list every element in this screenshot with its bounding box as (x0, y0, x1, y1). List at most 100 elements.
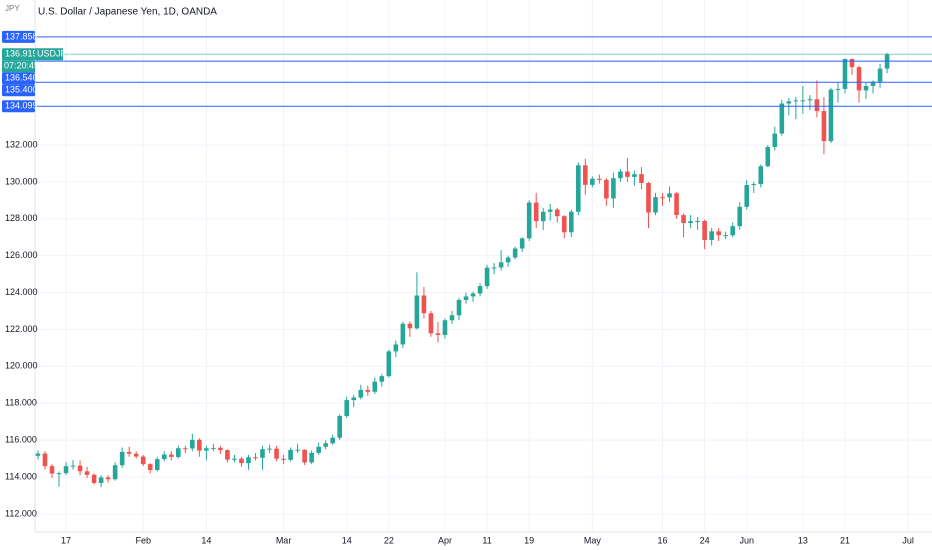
candle-body (786, 101, 792, 104)
candle-body (751, 184, 757, 186)
countdown-box (2, 60, 35, 73)
candle-body (597, 178, 602, 180)
candle-body (351, 397, 357, 401)
y-tick-label: 118.000 (5, 398, 37, 408)
candle-body (63, 466, 69, 474)
candle-body (84, 471, 90, 475)
x-tick-label: 13 (798, 535, 808, 545)
candle-body (702, 220, 707, 240)
x-tick-label: Feb (135, 535, 151, 545)
candle-body (372, 381, 378, 392)
candle-body (126, 451, 132, 454)
candle-body (730, 226, 735, 236)
candle-body (674, 193, 679, 216)
candle-body (288, 449, 293, 460)
candle-body (660, 197, 665, 199)
y-tick-label: 132.000 (5, 139, 38, 149)
candle-body (154, 459, 160, 471)
candle-body (295, 449, 300, 451)
candle-body (140, 456, 146, 465)
candle-body (765, 147, 771, 167)
candle-body (379, 376, 385, 382)
candle-body (849, 59, 855, 68)
x-tick-label: Jul (902, 535, 914, 545)
candle-body (758, 166, 764, 185)
candle-body (112, 465, 118, 480)
candle-body (568, 211, 574, 233)
y-tick-label: 126.000 (5, 250, 38, 260)
candle-body (309, 452, 314, 463)
candle-body (133, 453, 139, 457)
x-tick-label: 16 (658, 535, 668, 545)
price-label-box (2, 84, 35, 97)
candle-body (772, 133, 778, 148)
candle-body (337, 415, 343, 438)
candle-body (302, 449, 307, 463)
candle-body (232, 458, 237, 460)
x-tick-label: 22 (384, 535, 394, 545)
candle-body (260, 449, 265, 458)
candle-body (386, 351, 392, 377)
y-tick-label: 122.000 (5, 324, 38, 334)
price-labels: 137.858 136.919 07:20:49 USDJPY 136.546 135.4… (2, 30, 73, 113)
price-label-box (2, 30, 35, 43)
candle-body (526, 202, 532, 239)
symbol-box (35, 48, 63, 61)
candle-body (793, 100, 799, 102)
candle-body (639, 174, 644, 183)
candle-body (512, 248, 518, 258)
candle-body (225, 450, 230, 460)
candle-body (463, 296, 469, 300)
candle-body (49, 466, 55, 474)
x-tick-label: Mar (276, 535, 292, 545)
y-tick-label: 112.000 (5, 508, 37, 518)
candle-body (239, 458, 244, 464)
price-lines (35, 36, 932, 107)
candle-body (519, 238, 525, 249)
price-label: 137.858 (5, 31, 38, 41)
candle-body (204, 448, 209, 451)
candle-body (428, 313, 434, 334)
candle-body (414, 295, 420, 329)
candle-body (77, 465, 83, 472)
candle-body (407, 323, 413, 329)
candle-body (547, 209, 553, 212)
candle-body (176, 448, 181, 457)
x-tick-label: 24 (700, 535, 710, 545)
currency-label: JPY (5, 4, 20, 13)
candles (35, 52, 890, 488)
candle-body (211, 447, 216, 449)
candle-body (477, 286, 483, 294)
candle-body (870, 81, 876, 86)
symbol-label: USDJPY (37, 49, 73, 59)
candle-body (274, 448, 279, 459)
x-tick-label: 19 (524, 535, 534, 545)
candle-body (800, 100, 806, 102)
y-tick-label: 128.000 (5, 213, 38, 223)
x-tick-label: 11 (482, 535, 491, 545)
candle-body (863, 85, 869, 91)
x-tick-label: 17 (61, 535, 71, 545)
candle-body (646, 182, 651, 213)
candle-body (42, 453, 48, 467)
candle-body (835, 88, 841, 90)
candle-body (716, 231, 721, 236)
price-label: 136.919 (5, 49, 38, 59)
x-tick-label: 21 (840, 535, 850, 545)
x-tick-label: Jun (739, 535, 754, 545)
candle-body (281, 458, 286, 460)
candle-body (316, 446, 321, 453)
candle-body (540, 211, 546, 222)
candle-body (667, 193, 672, 198)
candle-body (618, 171, 623, 179)
candle-body (491, 267, 497, 269)
candle-body (183, 448, 188, 450)
candle-body (218, 447, 223, 451)
candle-body (56, 473, 62, 475)
grid (35, 0, 932, 532)
candle-body (35, 453, 41, 456)
y-tick-label: 130.000 (5, 176, 38, 186)
candle-body (470, 293, 476, 297)
